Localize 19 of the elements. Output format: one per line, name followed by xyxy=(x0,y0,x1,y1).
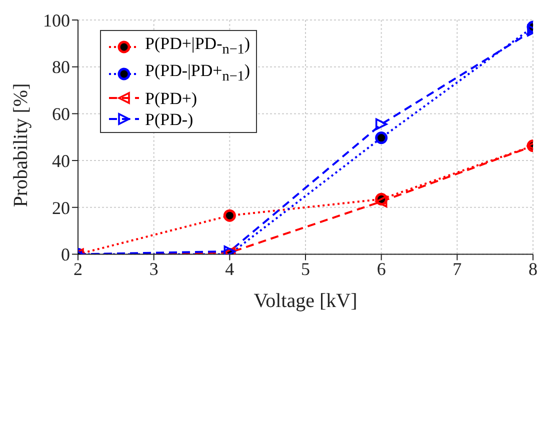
x-tick-label: 8 xyxy=(528,259,538,279)
y-axis-title: Probability [%] xyxy=(10,83,32,208)
x-tick-label: 4 xyxy=(225,259,234,279)
x-axis-title: Voltage [kV] xyxy=(254,290,358,312)
y-tick-label: 60 xyxy=(52,104,70,124)
legend-label: P(PD+) xyxy=(145,88,198,109)
legend-label: P(PD-|PD+$_{n−1}$) xyxy=(145,60,250,87)
x-tick-label: 6 xyxy=(376,259,386,279)
y-tick-label: 20 xyxy=(52,198,70,218)
legend-label: P(PD+|PD-$_{n−1}$) xyxy=(145,33,250,60)
x-tick-label: 3 xyxy=(149,259,158,279)
y-tick-label: 0 xyxy=(61,244,70,265)
y-tick-label: 80 xyxy=(52,57,70,78)
x-tick-label: 5 xyxy=(301,259,310,279)
legend-label: P(PD-) xyxy=(145,108,194,130)
x-tick-label: 7 xyxy=(452,259,462,279)
y-tick-label: 40 xyxy=(52,150,70,171)
x-tick-label: 2 xyxy=(74,259,82,279)
y-tick-label: 100 xyxy=(43,10,70,30)
